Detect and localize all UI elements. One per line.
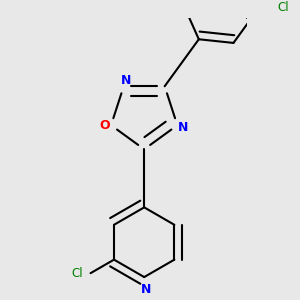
Text: N: N [121, 74, 131, 87]
Text: N: N [141, 283, 151, 296]
Text: Cl: Cl [277, 1, 289, 14]
Text: O: O [99, 119, 110, 132]
Text: N: N [178, 121, 188, 134]
Text: Cl: Cl [71, 267, 83, 280]
